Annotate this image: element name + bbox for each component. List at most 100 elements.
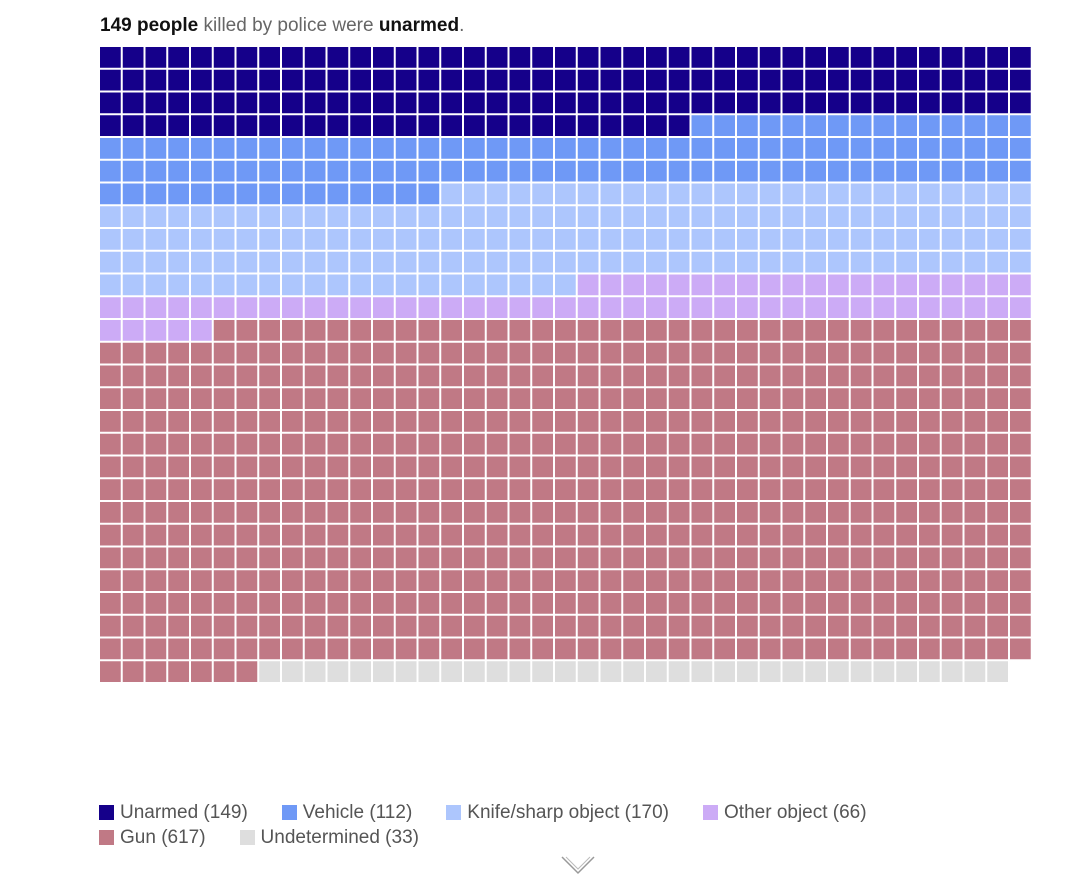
waffle-cell-vehicle (987, 138, 1008, 159)
waffle-cell-vehicle (577, 138, 599, 159)
waffle-cell-vehicle (782, 115, 804, 136)
waffle-cell-gun (509, 502, 531, 523)
waffle-cell-gun (145, 456, 167, 478)
chart-headline: 149 people killed by police were unarmed… (100, 14, 464, 38)
waffle-cell-vehicle (191, 138, 212, 159)
waffle-cell-unarmed (168, 47, 189, 68)
waffle-cell-gun (964, 479, 986, 500)
waffle-cell-gun (600, 638, 622, 660)
waffle-cell-knife-sharp-object (668, 229, 690, 250)
waffle-cell-knife-sharp-object (600, 229, 622, 250)
waffle-cell-gun (441, 320, 462, 341)
waffle-cell-gun (509, 411, 531, 432)
waffle-cell-gun (805, 570, 826, 591)
waffle-cell-unarmed (145, 47, 167, 68)
waffle-cell-knife-sharp-object (600, 183, 622, 205)
waffle-cell-gun (168, 661, 189, 682)
waffle-cell-gun (987, 456, 1008, 478)
waffle-cell-gun (441, 524, 462, 546)
waffle-cell-knife-sharp-object (418, 229, 440, 250)
waffle-cell-gun (759, 593, 781, 614)
waffle-cell-gun (987, 638, 1008, 660)
waffle-cell-vehicle (100, 138, 121, 159)
waffle-cell-other-object (327, 297, 349, 318)
waffle-cell-knife-sharp-object (691, 229, 713, 250)
waffle-cell-gun (145, 411, 167, 432)
waffle-cell-other-object (236, 297, 258, 318)
waffle-cell-gun (668, 365, 690, 387)
waffle-cell-gun (304, 342, 326, 364)
waffle-cell-gun (964, 411, 986, 432)
waffle-cell-undetermined (373, 661, 394, 682)
waffle-cell-gun (464, 524, 485, 546)
waffle-cell-gun (191, 365, 212, 387)
chevron-down-icon[interactable] (560, 853, 596, 877)
legend-label-undetermined: Undetermined (33) (260, 826, 419, 848)
waffle-cell-gun (213, 524, 235, 546)
waffle-cell-gun (1010, 524, 1031, 546)
waffle-cell-knife-sharp-object (623, 251, 644, 273)
waffle-cell-knife-sharp-object (668, 183, 690, 205)
waffle-cell-gun (646, 456, 667, 478)
waffle-cell-gun (941, 479, 963, 500)
waffle-cell-gun (441, 502, 462, 523)
waffle-cell-knife-sharp-object (964, 183, 986, 205)
waffle-cell-gun (418, 593, 440, 614)
waffle-cell-gun (850, 365, 872, 387)
waffle-cell-gun (987, 570, 1008, 591)
waffle-cell-vehicle (646, 138, 667, 159)
waffle-cell-knife-sharp-object (327, 206, 349, 227)
waffle-cell-undetermined (577, 661, 599, 682)
waffle-cell-vehicle (782, 160, 804, 182)
waffle-cell-gun (600, 547, 622, 569)
waffle-cell-gun (577, 365, 599, 387)
waffle-cell-gun (304, 615, 326, 637)
waffle-cell-gun (646, 570, 667, 591)
waffle-cell-unarmed (441, 92, 462, 114)
waffle-cell-gun (122, 615, 144, 637)
waffle-cell-unarmed (850, 92, 872, 114)
waffle-cell-gun (850, 479, 872, 500)
waffle-cell-unarmed (304, 92, 326, 114)
waffle-cell-other-object (600, 297, 622, 318)
waffle-cell-other-object (691, 274, 713, 296)
waffle-cell-vehicle (236, 160, 258, 182)
waffle-cell-gun (191, 456, 212, 478)
waffle-cell-gun (805, 479, 826, 500)
waffle-cell-vehicle (486, 138, 508, 159)
waffle-cell-gun (304, 365, 326, 387)
waffle-cell-vehicle (964, 160, 986, 182)
waffle-cell-unarmed (395, 69, 417, 91)
waffle-cell-gun (919, 547, 940, 569)
waffle-cell-knife-sharp-object (304, 229, 326, 250)
waffle-cell-knife-sharp-object (646, 206, 667, 227)
waffle-cell-gun (850, 342, 872, 364)
waffle-cell-knife-sharp-object (941, 206, 963, 227)
waffle-cell-gun (646, 479, 667, 500)
waffle-cell-other-object (168, 297, 189, 318)
waffle-cell-gun (327, 524, 349, 546)
waffle-cell-gun (714, 433, 735, 455)
waffle-cell-gun (464, 638, 485, 660)
waffle-cell-gun (850, 570, 872, 591)
waffle-cell-vehicle (486, 160, 508, 182)
waffle-cell-vehicle (805, 160, 826, 182)
waffle-cell-undetermined (873, 661, 895, 682)
waffle-cell-vehicle (668, 138, 690, 159)
waffle-cell-gun (850, 502, 872, 523)
waffle-cell-gun (759, 638, 781, 660)
waffle-cell-knife-sharp-object (259, 206, 280, 227)
waffle-cell-other-object (873, 297, 895, 318)
waffle-cell-gun (350, 502, 371, 523)
waffle-cell-knife-sharp-object (987, 229, 1008, 250)
waffle-cell-other-object (191, 297, 212, 318)
waffle-cell-vehicle (327, 138, 349, 159)
waffle-cell-gun (919, 411, 940, 432)
waffle-cell-vehicle (896, 138, 917, 159)
waffle-cell-gun (441, 365, 462, 387)
waffle-cell-knife-sharp-object (441, 274, 462, 296)
waffle-cell-gun (532, 547, 553, 569)
waffle-cell-unarmed (759, 47, 781, 68)
waffle-cell-vehicle (282, 183, 303, 205)
waffle-cell-vehicle (828, 138, 849, 159)
